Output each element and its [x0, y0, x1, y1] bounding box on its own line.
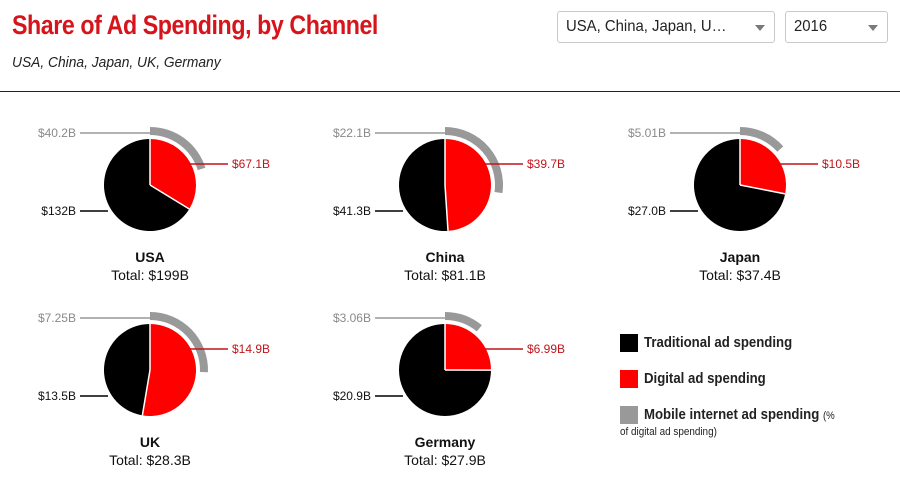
legend-item-traditional: Traditional ad spending: [620, 330, 890, 366]
label-traditional-germany: $20.9B: [333, 389, 371, 403]
page-title: Share of Ad Spending, by Channel: [12, 10, 378, 40]
legend-item-mobile: Mobile internet ad spending (% of digita…: [620, 402, 890, 438]
label-mobile-germany: $3.06B: [333, 311, 371, 325]
label-digital-japan: $10.5B: [822, 157, 860, 171]
label-digital-uk: $14.9B: [232, 342, 270, 356]
chevron-down-icon: [868, 25, 878, 31]
pie-divider-digital-uk: [141, 369, 151, 416]
pie-slice-digital-uk: [142, 324, 196, 416]
pie-slice-digital-japan: [740, 139, 787, 194]
label-traditional-usa: $132B: [41, 204, 76, 218]
pie-divider-digital-china: [444, 184, 449, 231]
label-traditional-china: $41.3B: [333, 204, 371, 218]
label-traditional-japan: $27.0B: [628, 204, 666, 218]
country-total-germany: Total: $27.9B: [404, 452, 486, 468]
pie-divider-digital-japan: [739, 184, 786, 195]
legend-item-digital: Digital ad spending: [620, 366, 890, 402]
country-name-japan: Japan: [720, 249, 760, 265]
legend: Traditional ad spending Digital ad spend…: [620, 330, 890, 438]
country-total-usa: Total: $199B: [111, 267, 189, 283]
legend-label-digital: Digital ad spending: [644, 370, 766, 387]
page-subtitle: USA, China, Japan, UK, Germany: [12, 54, 221, 71]
legend-label-traditional: Traditional ad spending: [644, 334, 793, 351]
header-divider: [0, 91, 900, 92]
label-mobile-uk: $7.25B: [38, 311, 76, 325]
pie-arc-mobile-china: [445, 127, 503, 194]
label-digital-germany: $6.99B: [527, 342, 565, 356]
label-digital-china: $39.7B: [527, 157, 565, 171]
legend-swatch-mobile: [620, 406, 638, 424]
year-select[interactable]: 2016: [785, 11, 888, 43]
pie-slice-traditional-uk: [103, 324, 150, 416]
legend-mobile-note-continued: of digital ad spending): [620, 426, 717, 438]
year-select-value: 2016: [794, 18, 828, 35]
country-total-uk: Total: $28.3B: [109, 452, 191, 468]
pie-arc-mobile-japan: [740, 127, 784, 152]
legend-label-mobile: Mobile internet ad spending (%: [644, 406, 835, 423]
legend-swatch-digital: [620, 370, 638, 388]
label-traditional-uk: $13.5B: [38, 389, 76, 403]
country-total-china: Total: $81.1B: [404, 267, 486, 283]
pie-arc-mobile-germany: [445, 312, 482, 332]
legend-label-mobile-text: Mobile internet ad spending: [644, 406, 820, 423]
label-digital-usa: $67.1B: [232, 157, 270, 171]
countries-select-value: USA, China, Japan, U…: [566, 18, 727, 35]
legend-label-mobile-note: (%: [822, 410, 835, 422]
pie-slice-digital-china: [445, 139, 492, 231]
pie-slice-traditional-china: [399, 139, 449, 231]
pie-slice-digital-germany: [445, 324, 491, 371]
label-mobile-usa: $40.2B: [38, 126, 76, 140]
pie-arc-mobile-uk: [150, 312, 209, 373]
pie-arc-mobile-usa: [150, 127, 206, 171]
label-mobile-china: $22.1B: [333, 126, 371, 140]
country-total-japan: Total: $37.4B: [699, 267, 781, 283]
chevron-down-icon: [755, 25, 765, 31]
label-mobile-japan: $5.01B: [628, 126, 666, 140]
legend-swatch-traditional: [620, 334, 638, 352]
country-name-germany: Germany: [415, 434, 476, 450]
pie-slice-traditional-usa: [104, 139, 190, 232]
countries-select[interactable]: USA, China, Japan, U…: [557, 11, 775, 43]
country-name-china: China: [426, 249, 465, 265]
country-name-uk: UK: [140, 434, 160, 450]
country-name-usa: USA: [135, 249, 165, 265]
pie-divider-digital-usa: [149, 184, 190, 210]
